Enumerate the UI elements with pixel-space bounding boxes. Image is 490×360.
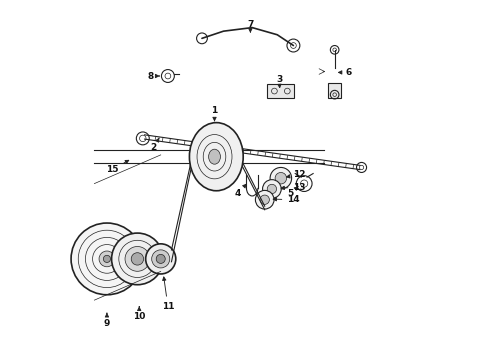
Circle shape	[152, 250, 170, 268]
Text: 9: 9	[104, 313, 110, 328]
Text: 10: 10	[133, 307, 146, 321]
Text: 2: 2	[150, 138, 159, 152]
Circle shape	[156, 255, 165, 264]
Text: 5: 5	[287, 186, 298, 198]
Text: 15: 15	[106, 160, 129, 174]
Circle shape	[146, 244, 176, 274]
Text: 4: 4	[234, 184, 246, 198]
Text: 1: 1	[211, 105, 218, 121]
Ellipse shape	[190, 123, 243, 191]
Text: 12: 12	[287, 170, 306, 179]
Circle shape	[125, 247, 150, 271]
Circle shape	[275, 172, 287, 184]
Text: 6: 6	[339, 68, 352, 77]
Text: 14: 14	[273, 195, 300, 204]
Ellipse shape	[209, 149, 221, 164]
Circle shape	[260, 195, 270, 204]
Text: 3: 3	[276, 75, 282, 87]
Circle shape	[263, 180, 281, 198]
Text: 7: 7	[247, 19, 253, 32]
Circle shape	[270, 167, 292, 189]
Text: 11: 11	[162, 277, 174, 311]
Text: 13: 13	[281, 183, 306, 192]
Circle shape	[112, 233, 163, 285]
Circle shape	[131, 253, 144, 265]
Circle shape	[267, 184, 276, 194]
Circle shape	[71, 223, 143, 295]
Text: 8: 8	[147, 72, 159, 81]
Circle shape	[255, 190, 274, 209]
Circle shape	[99, 251, 115, 267]
Circle shape	[103, 255, 111, 262]
Bar	[328, 83, 341, 98]
Bar	[267, 84, 294, 98]
